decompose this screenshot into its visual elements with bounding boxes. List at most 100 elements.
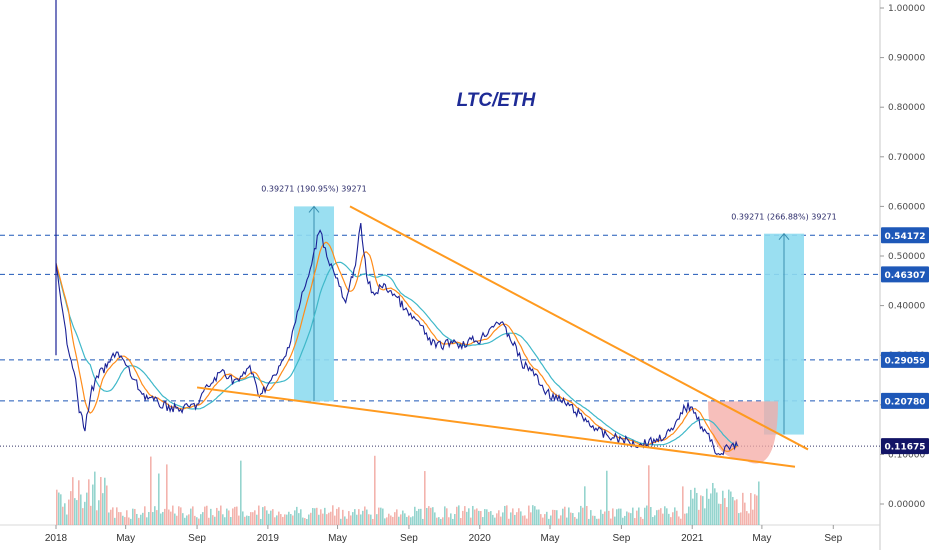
volume-bar bbox=[560, 515, 562, 525]
volume-bar bbox=[366, 509, 368, 525]
volume-bar bbox=[750, 493, 752, 525]
volume-bar bbox=[338, 507, 340, 525]
volume-bar bbox=[716, 492, 718, 525]
volume-bar bbox=[564, 506, 566, 525]
volume-bar bbox=[582, 507, 584, 525]
volume-bar bbox=[318, 514, 320, 525]
volume-bar bbox=[374, 455, 376, 525]
volume-bar bbox=[170, 511, 172, 525]
volume-bar bbox=[456, 506, 458, 525]
volume-bar bbox=[320, 509, 322, 525]
trendlines bbox=[196, 205, 809, 468]
volume-bar bbox=[732, 496, 734, 525]
volume-bar bbox=[708, 498, 710, 525]
volume-bar bbox=[162, 511, 164, 525]
volume-bar bbox=[258, 505, 260, 525]
volume-bar bbox=[364, 506, 366, 525]
volume-bar bbox=[640, 516, 642, 525]
volume-bar bbox=[496, 513, 498, 525]
volume-bar bbox=[192, 506, 194, 525]
volume-bar bbox=[326, 514, 328, 525]
volume-bar bbox=[704, 508, 706, 525]
volume-bar bbox=[618, 508, 620, 525]
volume-bar bbox=[402, 510, 404, 525]
volume-bar bbox=[746, 511, 748, 525]
level-price-label: 0.46307 bbox=[885, 271, 926, 281]
volume-bar bbox=[206, 505, 208, 525]
volume-bar bbox=[218, 510, 220, 525]
volume-bar bbox=[718, 503, 720, 525]
volume-bar bbox=[298, 513, 300, 525]
volume-bar bbox=[316, 507, 318, 525]
volume-bar bbox=[666, 508, 668, 525]
volume-bar bbox=[394, 512, 396, 525]
volume-bar bbox=[194, 515, 196, 525]
volume-bar bbox=[548, 518, 550, 525]
volume-bar bbox=[114, 517, 116, 525]
volume-bar bbox=[348, 511, 350, 525]
last-price-label-bg bbox=[881, 438, 929, 455]
volume-bar bbox=[682, 486, 684, 525]
volume-bar bbox=[68, 499, 70, 525]
measure-arrowhead-1 bbox=[308, 205, 320, 213]
volume-bar bbox=[290, 513, 292, 525]
chart-title: LTC/ETH bbox=[457, 90, 537, 111]
volume-bar bbox=[138, 517, 140, 525]
volume-bar bbox=[172, 505, 174, 525]
volume-bar bbox=[110, 509, 112, 525]
x-tick-label: May bbox=[541, 533, 560, 544]
last-price-label: 0.11675 bbox=[885, 443, 926, 453]
volume-bar bbox=[124, 517, 126, 525]
volume-bar bbox=[398, 516, 400, 525]
volume-bar bbox=[550, 515, 552, 525]
volume-bar bbox=[324, 507, 326, 525]
volume-bar bbox=[688, 506, 690, 525]
volume-bar bbox=[406, 516, 408, 525]
volume-bar bbox=[410, 517, 412, 525]
volume-bar bbox=[540, 514, 542, 525]
volume-bar bbox=[492, 514, 494, 525]
volume-bar bbox=[184, 517, 186, 525]
x-tick-label: 2021 bbox=[681, 533, 704, 544]
volume-bar bbox=[242, 511, 244, 525]
volume-bar bbox=[600, 509, 602, 525]
volume-bar bbox=[244, 516, 246, 525]
volume-bar bbox=[594, 515, 596, 525]
ma-slow-line bbox=[55, 261, 738, 448]
volume-bar bbox=[566, 517, 568, 525]
volume-bar bbox=[522, 515, 524, 525]
volume-bar bbox=[312, 507, 314, 525]
volume-bar bbox=[684, 513, 686, 525]
volume-bar bbox=[166, 464, 168, 525]
volume-bar bbox=[428, 506, 430, 525]
volume-bar bbox=[754, 494, 756, 525]
volume-bar bbox=[222, 514, 224, 525]
volume-bar bbox=[94, 471, 96, 525]
volume-bar bbox=[592, 515, 594, 525]
volume-bar bbox=[396, 509, 398, 525]
volume-bar bbox=[506, 505, 508, 525]
volume-bar bbox=[246, 515, 248, 525]
y-tick-label: 0.60000 bbox=[888, 202, 925, 212]
volume-bar bbox=[500, 516, 502, 525]
volume-bar bbox=[226, 508, 228, 525]
volume-bar bbox=[696, 492, 698, 525]
volume-bar bbox=[310, 512, 312, 525]
y-tick-label: 0.80000 bbox=[888, 103, 925, 113]
volume-bar bbox=[714, 488, 716, 525]
volume-bar bbox=[476, 508, 478, 525]
volume-bar bbox=[558, 518, 560, 525]
volume-bar bbox=[130, 518, 132, 525]
volume-bar bbox=[628, 512, 630, 525]
volume-bar bbox=[336, 508, 338, 525]
x-tick-label: Sep bbox=[824, 533, 842, 544]
volume-bar bbox=[64, 503, 66, 525]
y-tick-label: 0.70000 bbox=[888, 153, 925, 163]
volume-bar bbox=[606, 470, 608, 525]
volume-bar bbox=[508, 518, 510, 525]
volume-bar bbox=[200, 514, 202, 525]
volume-bar bbox=[86, 492, 88, 525]
volume-bar bbox=[414, 506, 416, 525]
x-tick-label: May bbox=[328, 533, 347, 544]
